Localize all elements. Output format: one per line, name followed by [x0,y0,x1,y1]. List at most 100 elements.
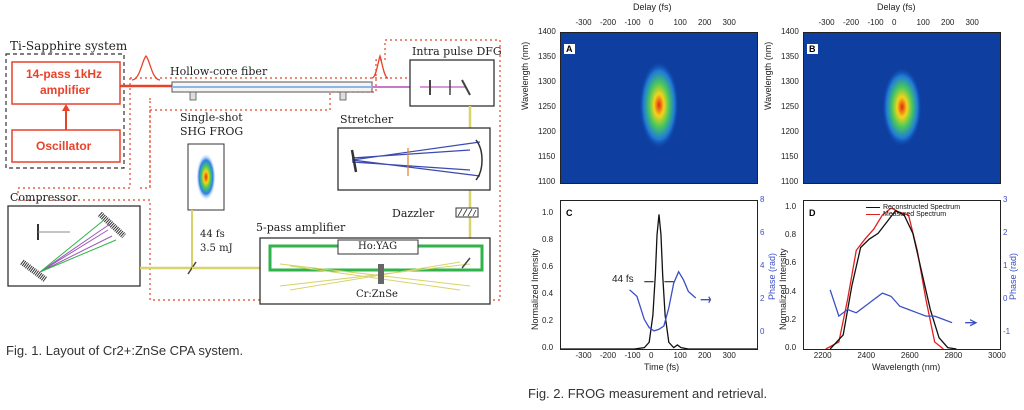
panel-d-svg [825,207,978,350]
intensity-tick: 0.0 [785,343,797,352]
delay-tick: -200 [600,18,617,27]
panel-c-label: C [564,208,575,218]
wavelength-x-tick: 2400 [857,351,876,360]
phase-tick: 4 [760,260,765,270]
time-tick: -300 [575,351,592,360]
frog-label-line2: SHG FROG [180,125,244,138]
wavelength-x-tick: 3000 [988,351,1006,360]
wavelength-tick: 1100 [781,177,799,186]
wavelength-tick: 1300 [538,77,556,86]
panel-d-label: D [807,208,818,218]
delay-tick: 200 [941,18,955,27]
panel-a-frog-trace [639,61,679,149]
five-pass-label: 5-pass amplifier [256,221,346,234]
ho-yag-label: Ho:YAG [358,241,398,252]
intensity-tick: 0.2 [542,316,554,326]
wavelength-tick: 1400 [781,27,799,36]
phase-tick: 3 [1003,195,1008,204]
panel-a-ylabel: Wavelength (nm) [520,41,530,110]
figure-2-caption: Fig. 2. FROG measurement and retrieval. [528,386,768,401]
panel-b-label: B [807,44,818,54]
cpa-layout-diagram [5,39,501,305]
amplifier-label-line2: amplifier [40,83,91,97]
intensity-tick: 1.0 [542,208,554,218]
panel-c-ylabel: Normalized Intensity [530,248,540,330]
wavelength-tick: 1200 [781,127,799,136]
compressor-label: Compressor [10,191,78,204]
compressor-box [7,205,141,287]
time-tick: 300 [722,351,736,360]
delay-tick: -200 [843,18,860,27]
panel-d-plot [803,200,1001,350]
wavelength-tick: 1150 [781,152,799,161]
phase-line [829,289,953,324]
ti-sapphire-box [5,53,125,169]
intensity-tick: 0.6 [785,258,797,268]
delay-tick: 0 [649,18,654,27]
wavelength-tick: 1350 [781,52,799,61]
time-tick: 100 [673,351,687,360]
dfg-label: Intra pulse DFG [412,45,502,58]
delay-tick: 0 [892,18,897,27]
wavelength-tick: 1250 [781,102,799,111]
panel-b-heatmap [803,32,1001,184]
measured-spectrum-line [825,207,944,350]
time-tick: -100 [624,351,641,360]
frog-trace-thumb [196,153,216,201]
wavelength-tick: 1100 [538,177,556,186]
legend-reconstructed: Reconstructed Spectrum [866,204,960,211]
panel-b-ylabel: Wavelength (nm) [763,41,773,110]
phase-tick: 0 [760,326,765,336]
wavelength-x-tick: 2600 [900,351,919,360]
intensity-tick: 0.6 [542,262,554,272]
wavelength-tick: 1300 [781,77,799,86]
panel-c-plot [560,200,758,350]
delay-tick: -300 [575,18,592,27]
phase-tick: 1 [1003,260,1008,270]
intensity-tick: 0.8 [785,230,797,240]
phase-tick: 6 [760,227,765,237]
intensity-tick: 0.0 [542,343,554,352]
pulse-duration: 44 fs [200,229,225,240]
legend-swatch-red [866,213,880,215]
wavelength-x-tick: 2800 [944,351,963,360]
dazzler-label: Dazzler [392,207,435,220]
intensity-tick: 0.8 [542,235,554,245]
wavelength-tick: 1200 [538,127,556,136]
delay-tick: -100 [624,18,641,27]
phase-axis-arrow [965,319,978,327]
figure-1-caption: Fig. 1. Layout of Cr2+:ZnSe CPA system. [6,343,244,358]
legend-swatch-black [866,206,880,208]
panel-b-delay-label: Delay (fs) [877,2,916,12]
panel-d-legend: Reconstructed Spectrum Measured Spectrum [866,204,960,218]
ti-sapphire-label: Ti-Sapphire system [10,39,128,53]
amplifier-label-line1: 14-pass 1kHz [26,67,103,81]
panel-d-y2label: Phase (rad) [1008,252,1018,300]
wavelength-tick: 1350 [538,52,556,61]
intensity-line [561,214,757,350]
red-dotted-boundary [18,39,501,301]
time-tick: 0 [649,351,654,360]
panel-a-heatmap [560,32,758,184]
intensity-tick: 0.4 [785,286,797,296]
panel-a-delay-label: Delay (fs) [633,2,672,12]
phase-tick: 8 [760,195,765,204]
pulse-red [131,55,161,81]
delay-tick: 200 [698,18,712,27]
hollow-core-label: Hollow-core fiber [170,65,268,78]
stretcher-label: Stretcher [340,113,394,126]
panel-c-y2label: Phase (rad) [767,252,777,300]
wavelength-x-tick: 2200 [813,351,832,360]
pulse-energy: 3.5 mJ [200,243,233,254]
delay-tick: 100 [916,18,930,27]
red-dotted-path [17,77,408,196]
intensity-tick: 0.2 [785,314,797,324]
dfg-box [409,59,495,107]
oscillator-label: Oscillator [36,139,92,153]
phase-tick: -1 [1003,326,1011,336]
reconstructed-spectrum-line [829,210,957,350]
delay-tick: -300 [818,18,835,27]
phase-tick: 2 [1003,227,1008,237]
panel-d-xlabel: Wavelength (nm) [872,362,941,372]
cr-znse-label: Cr:ZnSe [356,289,398,300]
